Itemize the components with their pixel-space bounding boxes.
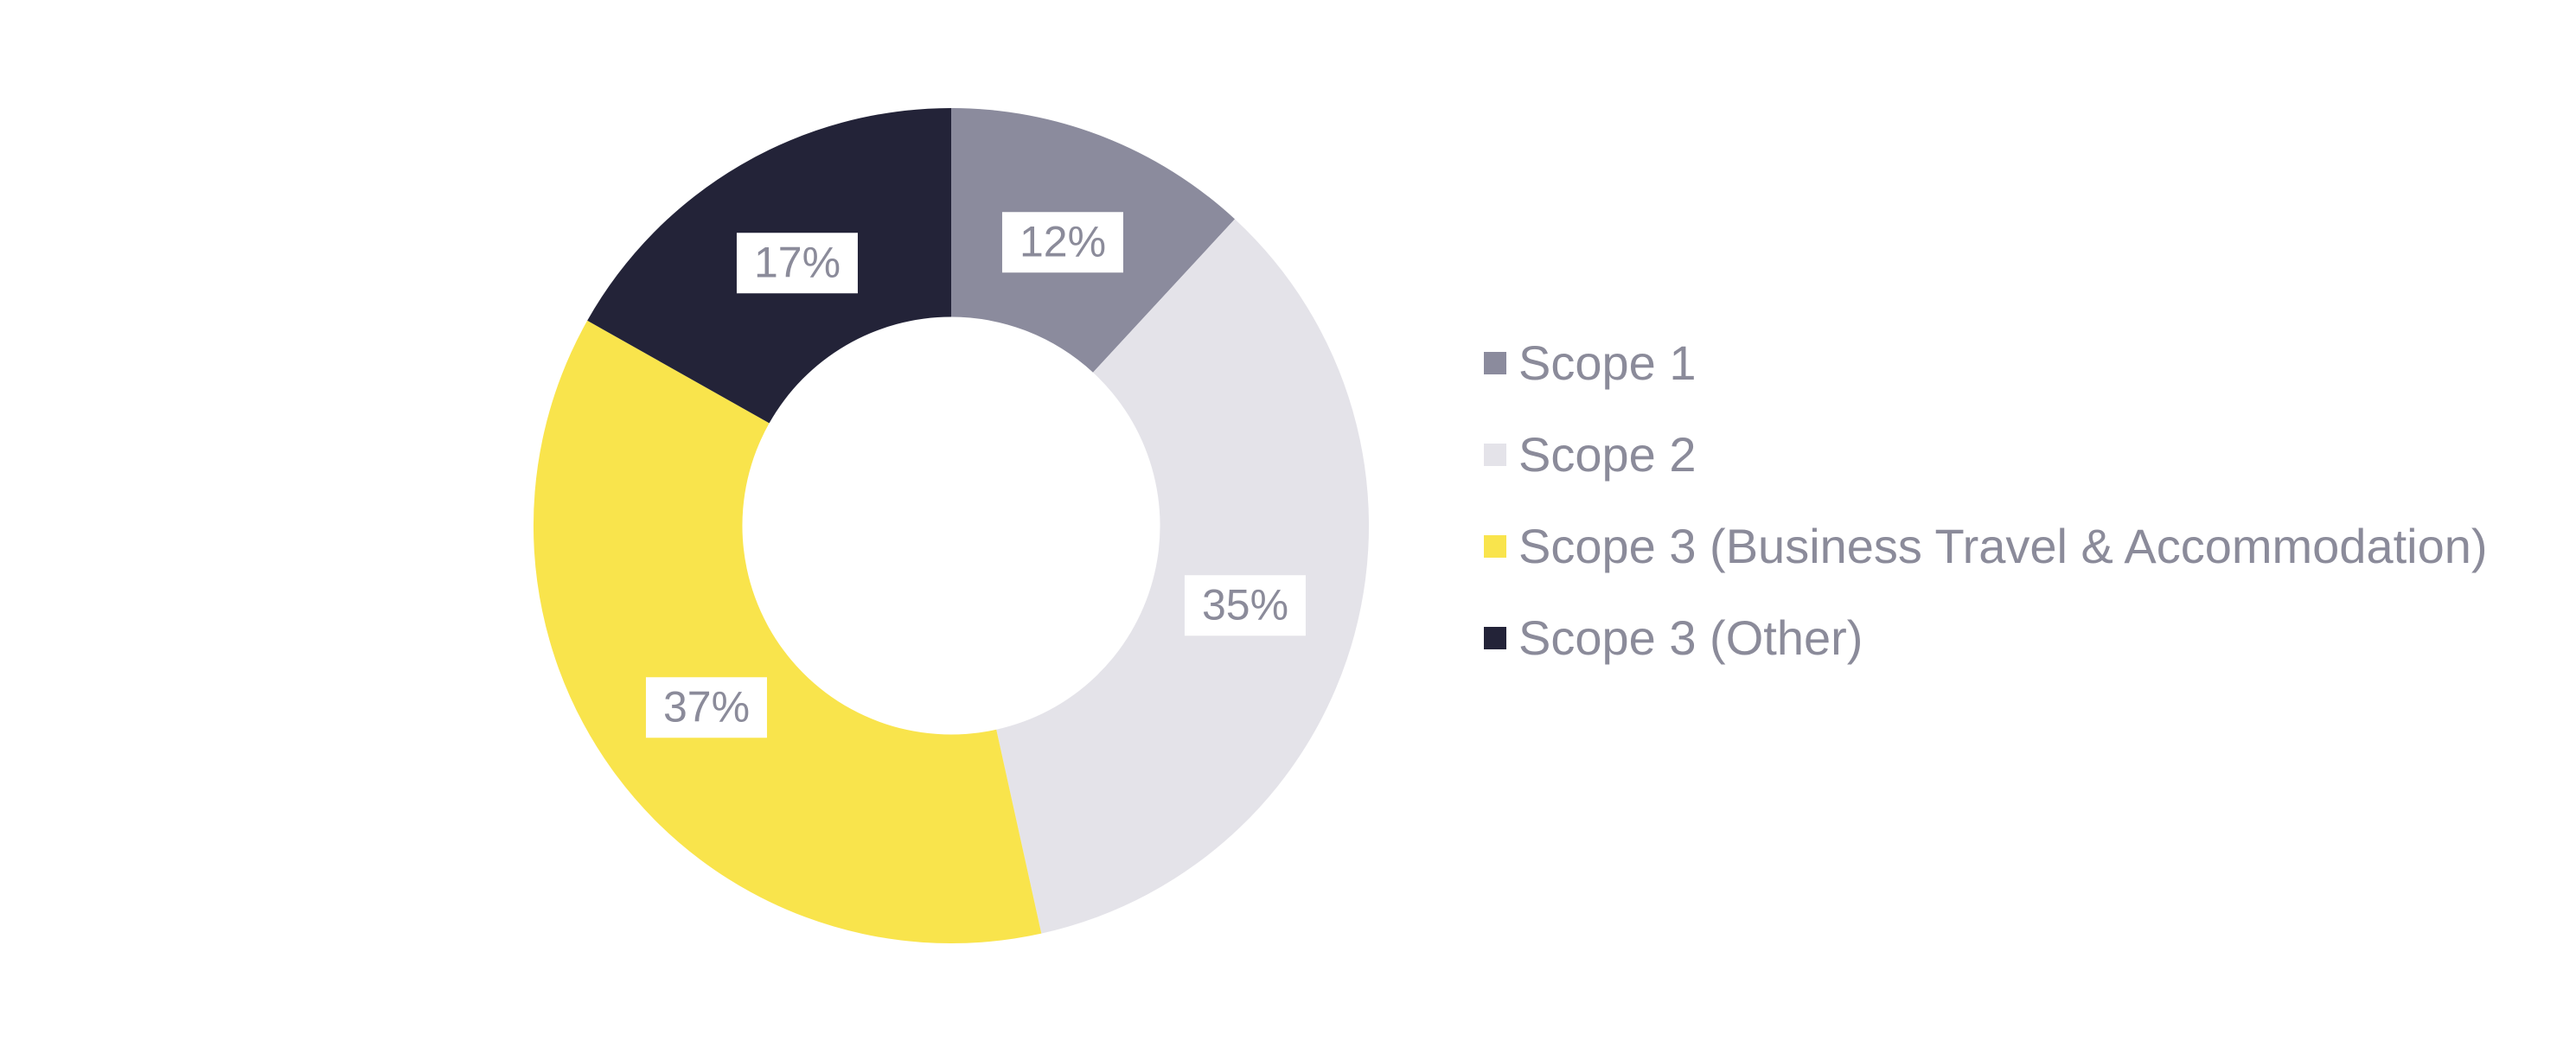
pie-slice-scope-3-business-travel-accommodation[interactable] <box>533 320 1042 944</box>
slice-label-scope-3-other: 17% <box>736 233 859 293</box>
pie-slice-scope-2[interactable] <box>996 219 1370 934</box>
legend-swatch-icon <box>1484 352 1506 374</box>
legend-item-scope-3-business-travel-accommodation[interactable]: Scope 3 (Business Travel & Accommodation… <box>1484 519 2488 574</box>
slice-label-scope-1: 12% <box>1001 212 1124 272</box>
chart-legend: Scope 1 Scope 2 Scope 3 (Business Travel &… <box>1484 335 2488 702</box>
slice-label-scope-2: 35% <box>1184 575 1307 636</box>
legend-label: Scope 3 (Other) <box>1518 610 1863 665</box>
legend-item-scope-1[interactable]: Scope 1 <box>1484 335 2488 391</box>
legend-label: Scope 2 <box>1518 426 1697 482</box>
slice-label-scope-3-business-travel-accommodation: 37% <box>645 677 768 738</box>
legend-item-scope-3-other[interactable]: Scope 3 (Other) <box>1484 610 2488 666</box>
legend-item-scope-2[interactable]: Scope 2 <box>1484 427 2488 482</box>
legend-swatch-icon <box>1484 535 1506 558</box>
legend-swatch-icon <box>1484 627 1506 649</box>
legend-label: Scope 3 (Business Travel & Accommodation… <box>1518 518 2488 573</box>
legend-swatch-icon <box>1484 444 1506 466</box>
legend-label: Scope 1 <box>1518 335 1697 390</box>
